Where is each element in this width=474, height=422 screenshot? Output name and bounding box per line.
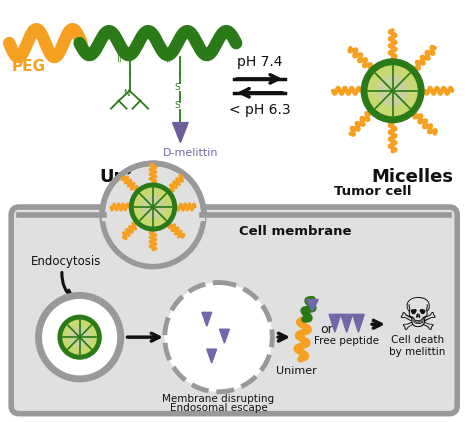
Polygon shape [329,314,341,332]
Circle shape [38,295,121,379]
Text: ‖: ‖ [116,51,121,62]
Circle shape [361,59,424,122]
Text: S: S [174,101,180,110]
Text: O: O [172,46,179,55]
Text: Cell membrane: Cell membrane [238,225,351,238]
Polygon shape [353,314,364,332]
Text: Micelles: Micelles [371,168,453,186]
Polygon shape [307,300,319,311]
Text: N: N [123,89,130,98]
Text: Unimer: Unimer [99,168,173,186]
Text: or: or [321,323,334,336]
Text: < pH 6.3: < pH 6.3 [229,103,291,117]
Text: Endocytosis: Endocytosis [31,255,101,268]
Circle shape [165,282,273,392]
Polygon shape [341,314,353,332]
Polygon shape [173,122,188,143]
Polygon shape [207,349,217,363]
Circle shape [102,163,204,267]
Text: Membrane disrupting: Membrane disrupting [163,394,274,404]
Text: S: S [174,83,180,92]
Circle shape [63,320,96,354]
Circle shape [106,167,200,262]
Circle shape [135,188,172,226]
Text: pH 7.4: pH 7.4 [237,55,283,69]
Circle shape [129,183,176,231]
Polygon shape [202,312,212,326]
Text: Unimer: Unimer [276,366,317,376]
Text: D-melittin: D-melittin [163,149,218,158]
Text: ‖: ‖ [166,51,171,62]
Text: O: O [122,46,129,55]
Circle shape [58,315,101,359]
Circle shape [368,66,417,116]
Text: Free peptide: Free peptide [314,336,379,346]
Circle shape [70,327,90,347]
Text: PEG: PEG [11,59,45,74]
Polygon shape [219,329,229,343]
Text: Endosomal escape: Endosomal escape [170,403,267,413]
Text: Tumor cell: Tumor cell [334,185,411,198]
FancyBboxPatch shape [11,207,457,414]
Circle shape [142,196,164,218]
Text: Cell death
by melittin: Cell death by melittin [389,335,445,357]
Text: ☠: ☠ [397,296,438,339]
Circle shape [378,76,407,106]
